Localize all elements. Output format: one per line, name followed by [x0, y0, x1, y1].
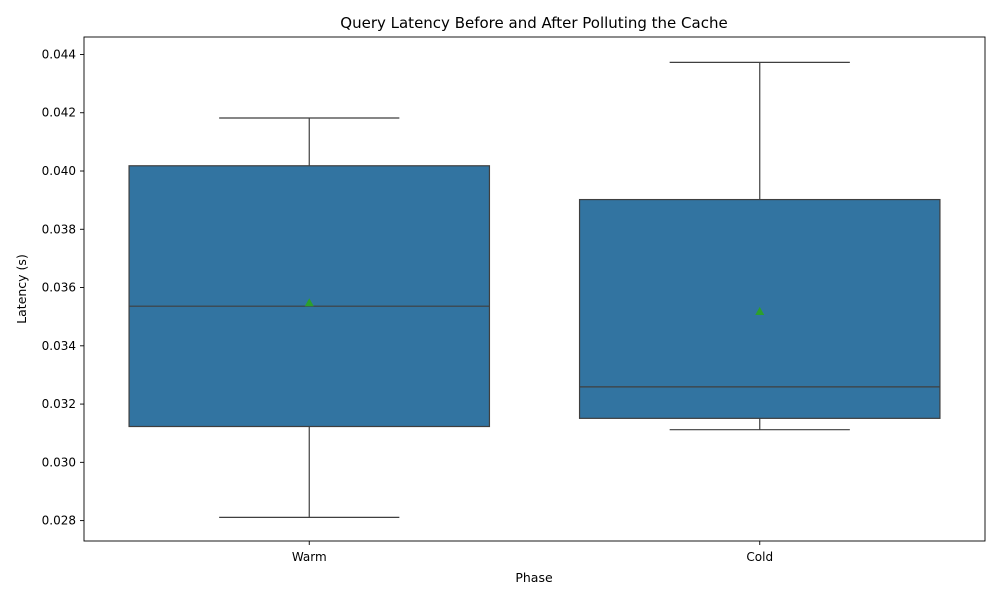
- x-tick-label: Warm: [292, 550, 327, 564]
- y-tick-label: 0.030: [42, 455, 76, 469]
- plot-frame: [83, 36, 986, 542]
- y-tick-label: 0.044: [42, 47, 76, 61]
- y-tick-label: 0.036: [42, 281, 76, 295]
- y-tick-label: 0.028: [42, 514, 76, 528]
- y-tick-label: 0.034: [42, 339, 76, 353]
- chart-title: Query Latency Before and After Polluting…: [340, 14, 727, 32]
- x-tick-label: Cold: [746, 550, 773, 564]
- mean-marker: [304, 298, 314, 307]
- box-group-warm: [128, 117, 491, 519]
- y-axis-label: Latency (s): [14, 254, 29, 324]
- mean-marker: [755, 306, 765, 316]
- y-tick-label: 0.032: [42, 397, 76, 411]
- y-tick-label: 0.040: [42, 164, 76, 178]
- x-axis: Warm Cold: [292, 541, 773, 564]
- y-tick-label: 0.038: [42, 222, 76, 236]
- x-axis-label: Phase: [515, 570, 553, 585]
- box-group-cold: [578, 61, 941, 431]
- boxes-layer: [128, 61, 941, 519]
- y-axis: 0.028 0.030 0.032 0.034 0.036 0.038 0.040 0.042…: [42, 47, 84, 528]
- y-tick-label: 0.042: [42, 106, 76, 120]
- iqr-box: [128, 165, 491, 428]
